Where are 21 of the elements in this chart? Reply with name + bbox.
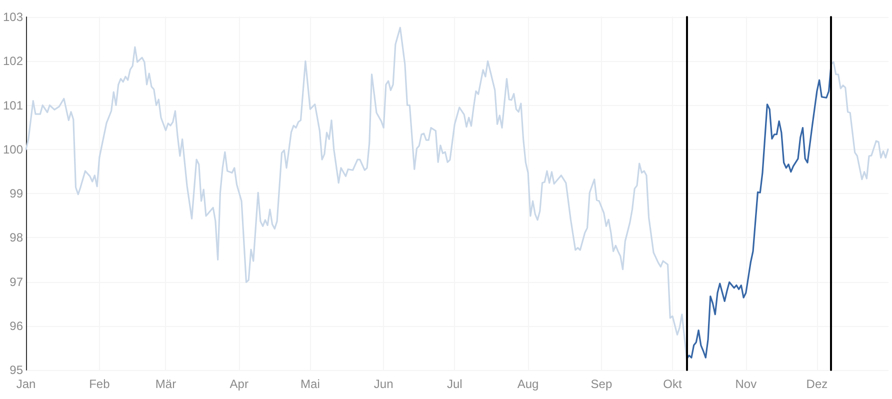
- x-tick-label: Okt: [663, 377, 683, 391]
- y-tick-label: 95: [10, 363, 24, 377]
- x-tick-label: Aug: [517, 377, 539, 391]
- y-tick-label: 101: [2, 98, 24, 112]
- x-tick-label: Sep: [590, 377, 612, 391]
- x-tick-label: Nov: [735, 377, 757, 391]
- x-tick-label: Feb: [89, 377, 110, 391]
- x-tick-label: Jun: [374, 377, 394, 391]
- y-tick-label: 98: [10, 230, 24, 245]
- y-tick-label: 103: [2, 10, 24, 24]
- y-tick-label: 102: [2, 54, 24, 68]
- x-tick-label: Mär: [155, 377, 176, 391]
- x-tick-label: Dez: [806, 377, 828, 391]
- x-tick-label: Jan: [16, 377, 36, 391]
- x-tick-label: Jul: [446, 377, 462, 391]
- x-tick-label: Mai: [300, 377, 320, 391]
- x-tick-label: Apr: [230, 377, 248, 391]
- y-tick-label: 97: [10, 274, 24, 289]
- y-tick-label: 100: [2, 142, 24, 156]
- y-tick-label: 99: [10, 186, 24, 200]
- y-tick-label: 96: [10, 318, 24, 333]
